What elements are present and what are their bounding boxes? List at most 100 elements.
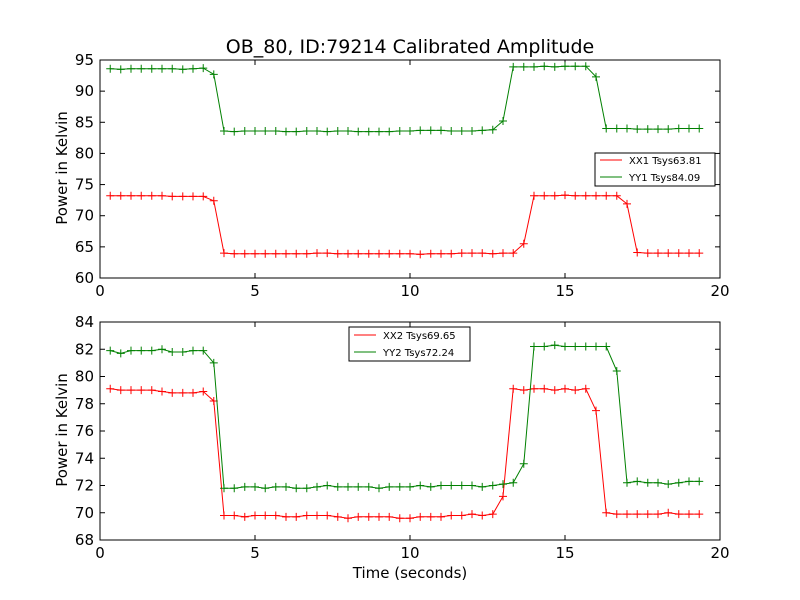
top-series-2-point [416, 126, 425, 135]
top-legend-box [594, 152, 716, 187]
bottom-series-2-point [581, 342, 590, 351]
top-series-2-point [426, 126, 435, 135]
top-y-tick-label: 95 [75, 51, 94, 69]
bottom-series-2-point [695, 477, 704, 486]
top-series-2-point [623, 124, 631, 133]
top-series-2-point [375, 127, 383, 136]
top-series-2-point [199, 64, 208, 73]
bottom-series-1-point [530, 384, 538, 393]
top-series-1-point [654, 249, 662, 258]
top-series-1-point [251, 249, 259, 258]
top-axes: 0 5 10 15 20 60 65 70 75 80 85 90 95 [75, 51, 730, 300]
bottom-series-1-point [488, 510, 497, 519]
top-y-tick-label: 65 [75, 238, 94, 256]
bottom-series-2-point [654, 478, 662, 487]
bottom-series-2-point [395, 482, 404, 491]
bottom-series-2-point [623, 478, 631, 487]
bottom-series-2-point [240, 482, 249, 491]
top-series-1-point [664, 249, 673, 258]
bottom-series-1-point [385, 512, 394, 521]
bottom-series-2-point [499, 480, 507, 489]
bottom-series-2-point [643, 478, 652, 487]
bottom-series-1-point [499, 492, 507, 501]
top-legend-label-xx1: XX1 Tsys63.81 [629, 156, 702, 167]
bottom-series-2-point [168, 347, 177, 356]
bottom-series-2-point [344, 482, 352, 491]
bottom-series-1-point [220, 511, 228, 520]
bottom-plot-frame [99, 321, 721, 541]
bottom-series-2-point [189, 346, 197, 355]
bottom-series-1-point [685, 510, 693, 519]
bottom-series-2-point [116, 349, 125, 358]
bottom-series-1-point [457, 511, 466, 520]
bottom-series-1-point [230, 511, 239, 520]
bottom-x-tick-label: 20 [710, 544, 729, 562]
bottom-series-1-point [106, 384, 115, 393]
top-y-tick-label: 85 [75, 113, 94, 131]
top-series-1-point [581, 191, 590, 200]
top-x-tick-label: 15 [555, 282, 574, 300]
bottom-x-tick-label: 5 [250, 544, 260, 562]
bottom-series-1-point [447, 511, 456, 520]
bottom-series-1-point [261, 511, 270, 520]
bottom-series-1-point [116, 386, 125, 395]
top-series-2-point [695, 124, 704, 133]
bottom-y-axis-label: Power in Kelvin [53, 373, 71, 487]
top-legend: XX1 Tsys63.81 YY1 Tsys84.09 [594, 152, 716, 187]
bottom-series-1-point [561, 384, 569, 393]
top-series-2-point [302, 127, 311, 136]
top-x-tick-label: 0 [95, 282, 105, 300]
bottom-series-2-point [178, 347, 187, 356]
bottom-series-1-point [282, 512, 290, 521]
top-series-line-1 [110, 194, 700, 255]
bottom-series-2-point [292, 484, 301, 493]
top-series-1-point [230, 249, 239, 258]
top-series-1-point [509, 249, 518, 258]
top-series-1-point [323, 249, 332, 258]
bottom-series-2-point [674, 478, 683, 487]
bottom-series-2-point [519, 459, 528, 468]
bottom-series-2-point [406, 482, 414, 491]
top-series-2-point [550, 62, 559, 71]
bottom-series-2-point [302, 484, 311, 493]
bottom-series-2-point [364, 482, 373, 491]
top-series-2-point [209, 70, 218, 79]
top-series-2-point [540, 62, 549, 71]
top-series-1-point [333, 249, 342, 258]
top-series-1-point [447, 249, 456, 258]
bottom-series-2-point [550, 341, 559, 350]
bottom-series-2-point [282, 482, 290, 491]
bottom-y-tick-label: 84 [75, 313, 94, 331]
bottom-series-1-point [354, 512, 363, 521]
bottom-series-1-point [251, 511, 259, 520]
top-series-1-point [209, 196, 218, 205]
bottom-series-1-point [375, 512, 383, 521]
bottom-series-1-point [240, 512, 249, 521]
bottom-series-1-point [137, 386, 146, 395]
top-series-2-point [488, 125, 497, 134]
bottom-legend-label-xx2: XX2 Tsys69.65 [383, 331, 456, 342]
bottom-y-tick-label: 76 [75, 422, 94, 440]
bottom-series-2-point [323, 481, 332, 490]
top-y-tick-label: 75 [75, 176, 94, 194]
bottom-series-2-point [602, 342, 611, 351]
top-series-1-point [127, 191, 135, 200]
top-series-1-point [292, 249, 301, 258]
top-series-2-point [530, 62, 538, 71]
top-series-2-point [581, 62, 590, 71]
top-series-2-point [395, 127, 404, 136]
top-y-tick-label: 70 [75, 207, 94, 225]
top-series-1-point [674, 249, 683, 258]
top-x-tick-label: 20 [710, 282, 729, 300]
bottom-legend-label-yy2: YY2 Tsys72.24 [382, 348, 454, 359]
top-series-1-point [406, 249, 414, 258]
bottom-series-1-point [426, 512, 435, 521]
bottom-series-2-point [354, 482, 363, 491]
top-series-1-point [488, 249, 497, 258]
top-series-1-point [633, 248, 642, 257]
bottom-series-2-point [271, 482, 280, 491]
top-series-2-point [664, 125, 673, 134]
top-legend-label-yy1: YY1 Tsys84.09 [628, 173, 700, 184]
bottom-series-1-point [540, 384, 549, 393]
